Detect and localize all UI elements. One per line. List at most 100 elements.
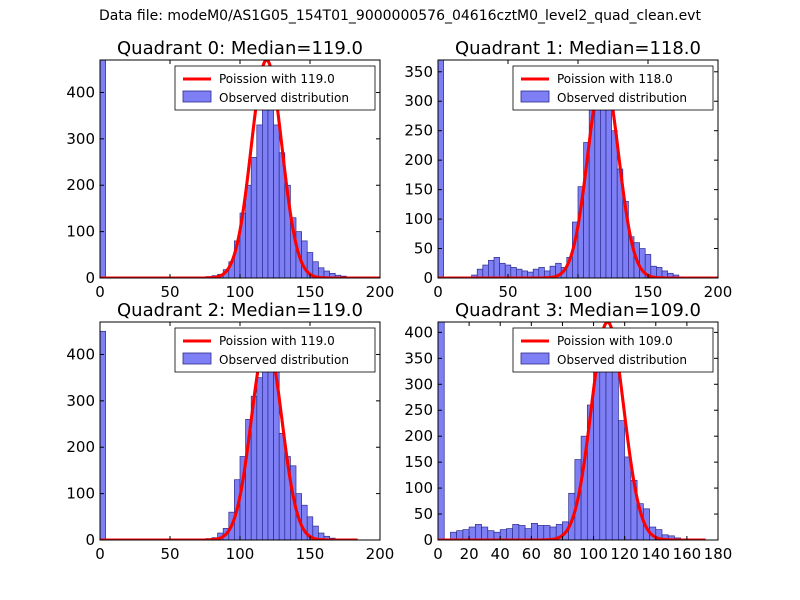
histogram-bar (510, 267, 517, 278)
histogram-bar (611, 368, 619, 540)
legend-bar-label: Observed distribution (557, 353, 687, 367)
legend-line-label: Poission with 118.0 (557, 72, 673, 86)
x-tick-label: 100 (226, 545, 255, 563)
histogram-bar (624, 456, 632, 540)
histogram-bar (273, 124, 280, 278)
x-tick-label: 180 (704, 545, 733, 563)
y-tick-label: 100 (66, 223, 95, 241)
y-tick-label: 400 (66, 345, 95, 363)
y-tick-label: 300 (66, 392, 95, 410)
y-tick-label: 200 (66, 176, 95, 194)
panel-title: Quadrant 0: Median=119.0 (117, 38, 363, 59)
y-tick-label: 350 (404, 63, 433, 81)
x-tick-label: 200 (366, 545, 395, 563)
x-tick-label: 150 (296, 283, 325, 301)
x-tick-label: 200 (366, 283, 395, 301)
histogram-bar (611, 130, 618, 278)
legend-box (174, 327, 376, 373)
y-tick-label: 50 (414, 505, 433, 523)
panel-title: Quadrant 3: Median=109.0 (455, 300, 701, 321)
histogram-bar (518, 525, 526, 540)
poisson-curve (100, 339, 359, 540)
x-tick-label: 50 (498, 283, 517, 301)
histogram-bar (438, 60, 444, 278)
legend-line-label: Poission with 119.0 (219, 72, 335, 86)
histogram-bar (481, 526, 489, 540)
y-tick-label: 400 (404, 323, 433, 341)
legend-line-label: Poission with 119.0 (219, 334, 335, 348)
x-tick-label: 60 (522, 545, 541, 563)
histogram-bar (474, 524, 482, 540)
legend: Poission with 119.0 Observed distribution (174, 65, 376, 111)
panel-title: Quadrant 2: Median=119.0 (117, 300, 363, 321)
panel-title: Quadrant 1: Median=118.0 (455, 38, 701, 59)
histogram-bar (482, 264, 489, 278)
y-tick-label: 200 (66, 438, 95, 456)
y-tick-label: 50 (414, 240, 433, 258)
x-tick-label: 50 (160, 545, 179, 563)
axes-frame (437, 321, 719, 541)
histogram-bar (245, 184, 252, 278)
x-tick-label: 120 (610, 545, 639, 563)
y-tick-label: 100 (404, 210, 433, 228)
x-tick-label: 100 (564, 283, 593, 301)
histogram-bar (256, 124, 263, 278)
legend: Poission with 119.0 Observed distribution (174, 327, 376, 373)
histogram-bar (543, 525, 551, 540)
histogram-bar (618, 420, 626, 540)
y-tick-label: 100 (404, 479, 433, 497)
quadrant-3-panel: 0 20 40 60 80 100 120 140 160 1800501001502002503… (404, 300, 732, 563)
histogram-bar (256, 377, 263, 540)
quadrant-2-panel: 0 50 100 150 200 0 100 200 300 400 Quadrant 2: Med… (66, 300, 394, 563)
histogram-bar (267, 344, 274, 540)
histogram-bar (438, 322, 445, 540)
histogram-bar (262, 101, 269, 278)
legend-bar-label: Observed distribution (219, 353, 349, 367)
legend-bar-swatch (520, 352, 550, 365)
legend: Poission with 118.0 Observed distribution (512, 65, 714, 111)
x-tick-label: 0 (433, 545, 443, 563)
figure-suptitle: Data file: modeM0/AS1G05_154T01_90000005… (99, 8, 701, 24)
y-tick-label: 300 (404, 375, 433, 393)
x-tick-label: 160 (673, 545, 702, 563)
legend-bar-swatch (182, 90, 212, 103)
y-tick-label: 0 (85, 269, 95, 287)
histogram-bar (506, 528, 514, 540)
histogram-bar (537, 525, 545, 540)
quadrant-1-panel: 0 50 100 150 200 0 50 100 150 200 250 300 350 Quadran… (404, 38, 732, 301)
histogram-bar (488, 259, 495, 278)
x-tick-label: 150 (634, 283, 663, 301)
legend-box (174, 65, 376, 111)
histogram-bar (100, 330, 106, 540)
y-tick-label: 350 (404, 349, 433, 367)
histogram-bar (250, 157, 258, 278)
histogram-bar (100, 60, 106, 278)
y-tick-label: 300 (404, 92, 433, 110)
legend-box (512, 327, 714, 373)
x-tick-label: 0 (95, 545, 105, 563)
poisson-curve (438, 322, 707, 540)
legend-bar-label: Observed distribution (557, 91, 687, 105)
x-tick-label: 140 (641, 545, 670, 563)
x-tick-label: 20 (460, 545, 479, 563)
x-tick-label: 100 (226, 283, 255, 301)
y-tick-label: 0 (85, 531, 95, 549)
legend-bar-swatch (182, 352, 212, 365)
histogram-bar (530, 523, 538, 540)
histogram-bar (605, 352, 613, 540)
y-tick-label: 150 (404, 181, 433, 199)
legend-bar-swatch (520, 90, 550, 103)
y-tick-label: 300 (66, 130, 95, 148)
legend: Poission with 109.0 Observed distribution (512, 327, 714, 373)
y-tick-label: 250 (404, 401, 433, 419)
histogram-bar (512, 524, 520, 540)
quadrant-0-panel: 0 50 100 150 200 0 100 200 300 400 Quadrant 0: Med… (66, 38, 394, 301)
x-tick-label: 80 (553, 545, 572, 563)
x-tick-label: 0 (95, 283, 105, 301)
x-tick-label: 50 (160, 283, 179, 301)
histogram-bar (468, 526, 476, 540)
y-tick-label: 100 (66, 485, 95, 503)
x-tick-label: 200 (704, 283, 733, 301)
legend-line-label: Poission with 109.0 (557, 334, 673, 348)
